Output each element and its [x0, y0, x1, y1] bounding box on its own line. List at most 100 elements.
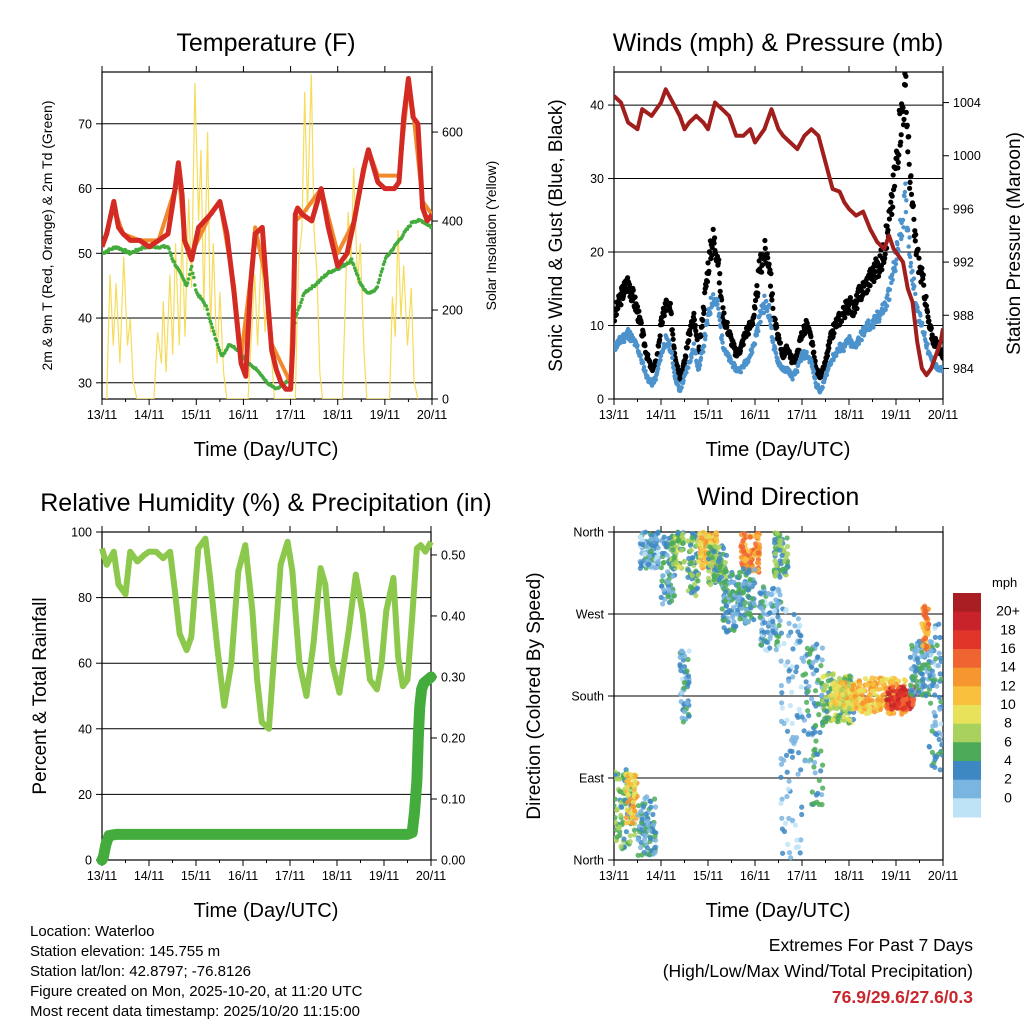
direction-point [764, 639, 770, 645]
y2-tick-label: 1004 [953, 96, 981, 110]
direction-point [923, 693, 929, 699]
gust-point [700, 317, 706, 323]
direction-point [776, 622, 782, 629]
direction-point [720, 614, 726, 620]
sonic-wind-point [638, 352, 643, 358]
sonic-wind-point [762, 293, 767, 298]
direction-point [621, 836, 627, 842]
direction-point [779, 690, 785, 696]
legend-swatch [953, 798, 981, 818]
direction-point [814, 667, 820, 673]
direction-point [886, 690, 892, 696]
gust-point [766, 261, 772, 267]
gust-point [626, 282, 633, 288]
sonic-wind-point [705, 321, 710, 326]
direction-point [706, 575, 712, 582]
x-tick-label: 17/11 [787, 408, 817, 422]
direction-point [816, 712, 822, 718]
gust-point [916, 255, 922, 261]
direction-point [789, 720, 795, 727]
y-tick-label: 60 [78, 657, 92, 671]
temperature-xlabel: Time (Day/UTC) [193, 439, 339, 461]
gust-point [811, 349, 817, 355]
gust-point [900, 105, 906, 111]
gust-point [768, 271, 774, 277]
direction-point [686, 555, 692, 562]
sonic-wind-point [890, 272, 895, 277]
extremes-values: 76.9/29.6/27.6/0.3 [831, 987, 973, 1007]
direction-point [832, 686, 838, 693]
gust-point [634, 304, 641, 310]
direction-point [869, 675, 875, 681]
sonic-wind-point [701, 349, 706, 354]
gust-point [901, 116, 907, 122]
direction-point [723, 582, 729, 589]
direction-point [939, 749, 943, 755]
direction-point [648, 542, 654, 548]
sonic-wind-point [718, 324, 723, 330]
gust-point [630, 287, 636, 293]
direction-point [648, 804, 654, 810]
sonic-wind-point [908, 264, 913, 269]
dewpoint-point [189, 264, 194, 269]
gust-point [906, 134, 912, 140]
direction-point [841, 714, 847, 720]
y2-tick-label: 600 [442, 126, 463, 140]
direction-point [920, 643, 926, 649]
direction-point [789, 754, 796, 760]
dewpoint-point [217, 348, 222, 353]
legend-swatch [953, 630, 981, 650]
direction-point [685, 567, 691, 573]
sonic-wind-point [715, 298, 721, 303]
gust-point [632, 294, 638, 300]
gust-point [716, 257, 722, 263]
sonic-wind-point [900, 217, 906, 223]
direction-point [932, 625, 938, 631]
sonic-wind-point [653, 377, 658, 382]
direction-point [932, 756, 938, 763]
direction-point [765, 591, 771, 597]
direction-point [870, 681, 877, 688]
gust-point [902, 82, 909, 88]
direction-point [796, 750, 802, 756]
y-tick-label: South [571, 690, 604, 704]
dewpoint-point [377, 277, 382, 282]
direction-point [677, 654, 684, 661]
gust-point [882, 251, 888, 257]
dewpoint-point [382, 259, 387, 264]
gust-point [898, 139, 904, 145]
direction-point [879, 677, 885, 684]
direction-xlabel: Time (Day/UTC) [705, 900, 851, 922]
direction-point [909, 688, 915, 694]
gust-point [889, 193, 895, 199]
direction-point [776, 588, 782, 594]
direction-point [614, 807, 620, 813]
direction-point [738, 601, 744, 608]
sonic-wind-point [768, 317, 774, 322]
direction-point [936, 650, 942, 656]
direction-point [790, 817, 796, 823]
direction-point [637, 565, 644, 571]
direction-point [879, 697, 885, 704]
gust-point [716, 280, 722, 286]
gust-point [907, 179, 913, 185]
y2-tick-label: 0.10 [441, 792, 465, 806]
legend-swatch [953, 667, 981, 687]
direction-point [771, 608, 778, 614]
direction-point [751, 600, 757, 606]
y-tick-label: North [573, 854, 604, 868]
gust-point [774, 324, 780, 330]
dewpoint-point [211, 329, 216, 333]
direction-point [777, 558, 783, 564]
direction-point [781, 548, 787, 555]
gust-point [657, 333, 663, 339]
winds-xlabel: Time (Day/UTC) [705, 439, 851, 461]
dewpoint-point [167, 247, 171, 251]
direction-point [624, 784, 630, 790]
direction-point [645, 818, 651, 825]
sonic-wind-point [708, 311, 713, 316]
direction-point [792, 738, 798, 744]
sonic-wind-point [691, 341, 697, 346]
gust-point [641, 332, 647, 338]
legend-label: 12 [1000, 677, 1016, 693]
